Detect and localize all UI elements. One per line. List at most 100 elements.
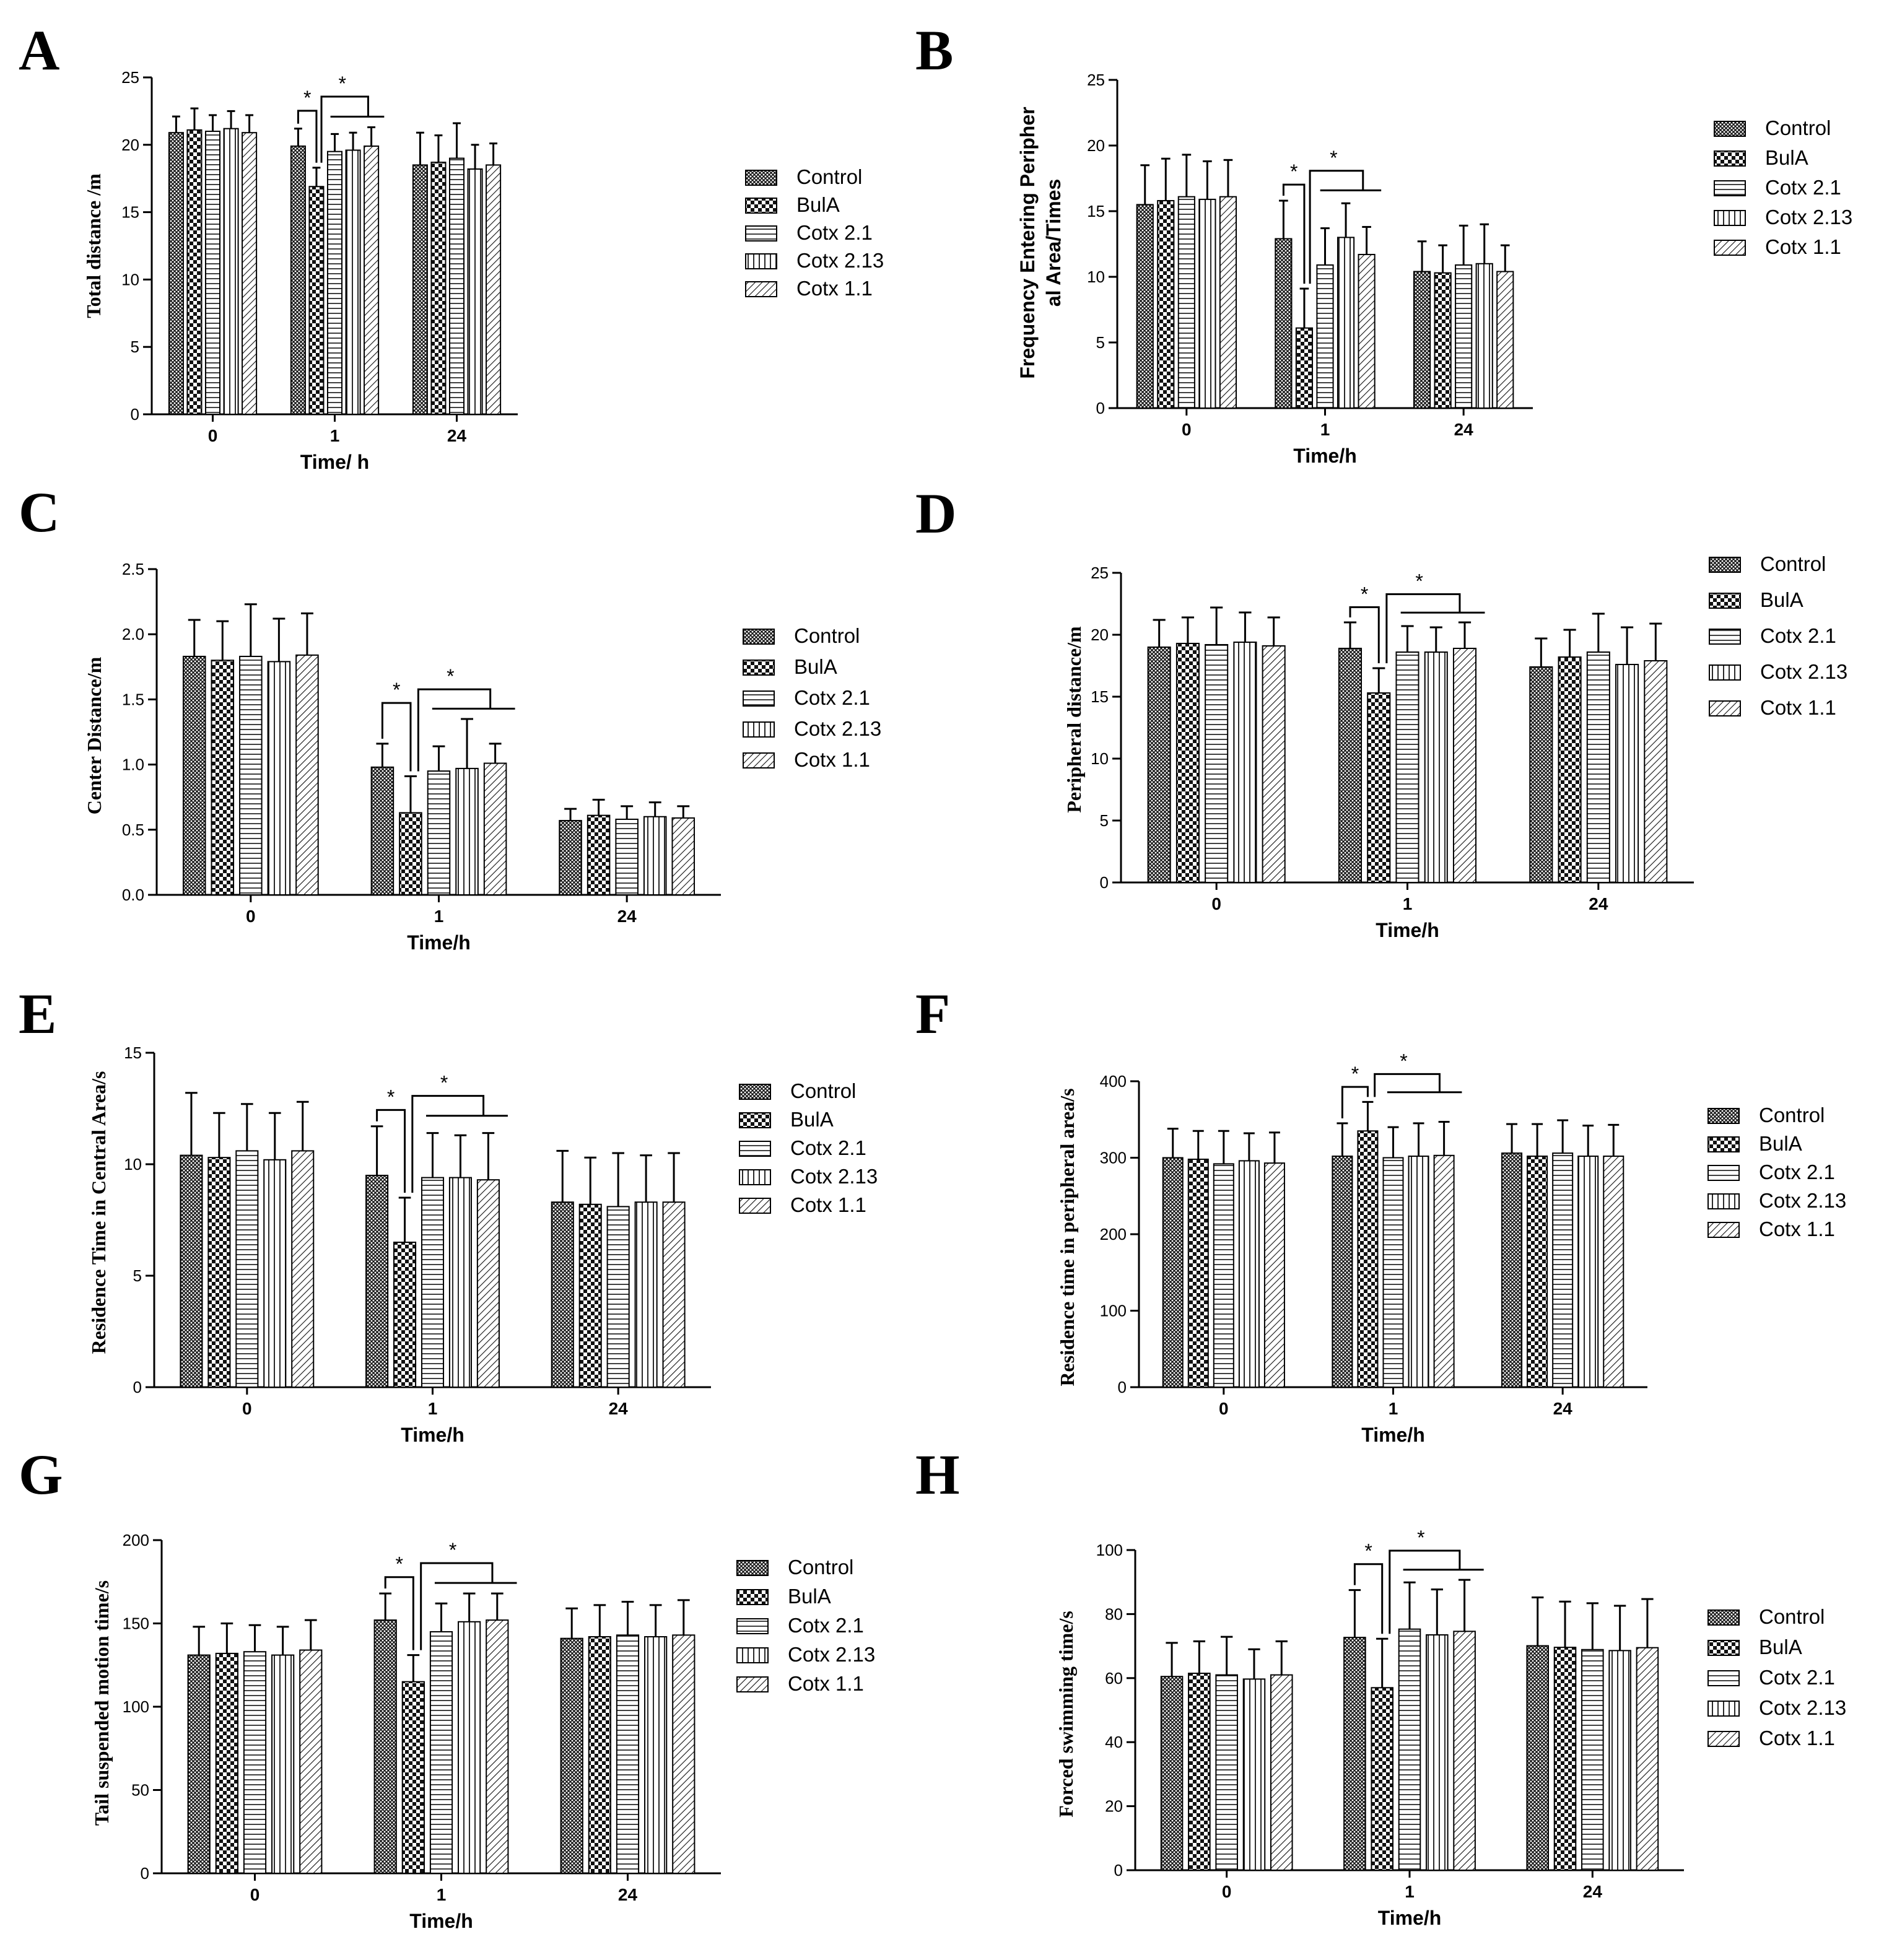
chart-panel-f: F 0 100 200 300 400 0 1 24 * * Time/h Residence time… (915, 982, 1846, 1446)
y-tick-label: 5 (1100, 811, 1109, 830)
significance-bracket-bula-cotx (1374, 1073, 1441, 1097)
panel-letter: H (915, 1443, 960, 1506)
legend-label: Control (796, 165, 862, 188)
legend-swatch (1707, 1640, 1740, 1656)
bar-g-cotx-2-1-t24 (616, 1634, 640, 1875)
bar-e-control-t0 (180, 1154, 203, 1388)
legend-swatch (745, 170, 777, 186)
legend-label: Cotx 1.1 (1760, 696, 1836, 719)
bar-b-cotx-2-13-t24 (1475, 263, 1493, 409)
legend-label: Cotx 2.13 (790, 1165, 878, 1188)
y-axis-label: Frequency Entering Peripher (1016, 107, 1039, 378)
legend-swatch (1709, 664, 1741, 681)
x-tick-label: 0 (1219, 1399, 1229, 1418)
significance-star: * (393, 679, 400, 701)
legend-label: Cotx 2.1 (1760, 624, 1836, 647)
bar-h-cotx-2-1-t1 (1398, 1628, 1421, 1871)
y-tick-label: 100 (123, 1697, 149, 1716)
bar-a-control-t0 (168, 132, 184, 415)
significance-star: * (1290, 160, 1297, 183)
panel-letter: B (915, 19, 953, 82)
bar-a-cotx-1-1-t1 (364, 145, 380, 415)
y-tick-label: 1.5 (122, 690, 144, 708)
bar-h-cotx-1-1-t0 (1270, 1674, 1293, 1871)
bar-d-cotx-2-1-t0 (1205, 644, 1229, 883)
bar-e-cotx-1-1-t24 (662, 1201, 686, 1388)
legend-label: Cotx 1.1 (1765, 235, 1841, 258)
chart-panel-c: C 0.0 0.5 1.0 1.5 2.0 2.5 0 1 24 * * Time/h Center Di… (19, 481, 881, 954)
x-tick-label: 0 (1222, 1882, 1232, 1901)
legend-label: Cotx 1.1 (1759, 1727, 1835, 1749)
bar-d-control-t1 (1338, 648, 1363, 883)
bar-b-cotx-2-1-t0 (1177, 196, 1195, 409)
legend: Control BulA Cotx 2.1 Cotx 2.13 Cotx 1.1 (736, 1556, 875, 1695)
x-axis-label: Time/h (1376, 919, 1439, 941)
bar-e-bula-t0 (207, 1157, 231, 1388)
panel-letter: E (19, 982, 56, 1045)
x-tick-label: 24 (609, 1399, 629, 1418)
y-axis-label: Residence time in peripheral area/s (1056, 1088, 1078, 1386)
x-axis-label: Time/h (1361, 1424, 1425, 1446)
y-tick-label: 50 (131, 1781, 149, 1800)
y-tick-label: 5 (131, 338, 139, 356)
bar-d-cotx-2-1-t1 (1395, 651, 1419, 883)
bar-g-cotx-2-13-t1 (458, 1621, 481, 1875)
x-tick-label: 1 (1320, 420, 1330, 439)
legend-swatch (743, 752, 775, 769)
y-tick-label: 300 (1100, 1149, 1127, 1167)
y-tick-label: 15 (124, 1043, 142, 1062)
bar-d-bula-t24 (1558, 656, 1582, 883)
bar-e-cotx-2-1-t1 (421, 1177, 445, 1388)
x-tick-label: 24 (1454, 420, 1474, 439)
y-tick-label: 0 (1096, 399, 1105, 417)
bar-c-cotx-1-1-t1 (483, 762, 507, 895)
significance-bracket-bula-cotx (411, 1095, 485, 1193)
x-tick-label: 0 (242, 1399, 252, 1418)
panel-letter: C (19, 481, 59, 544)
x-tick-label: 0 (1182, 420, 1192, 439)
bar-f-cotx-1-1-t1 (1433, 1154, 1455, 1388)
bar-g-cotx-1-1-t24 (672, 1634, 696, 1875)
legend-swatch (1709, 593, 1741, 609)
legend-swatch (745, 253, 777, 269)
chart-panel-g: G 0 50 100 150 200 0 1 24 * * Time/h Tail suspended … (19, 1443, 875, 1932)
y-tick-label: 0 (1100, 873, 1109, 892)
bar-b-cotx-1-1-t24 (1496, 271, 1514, 409)
significance-bracket-bula-cotx (1389, 1549, 1461, 1634)
legend-label: Cotx 2.1 (796, 221, 873, 244)
legend-swatch (743, 660, 775, 676)
y-tick-label: 40 (1105, 1733, 1123, 1751)
bar-b-cotx-2-13-t0 (1198, 198, 1216, 409)
bar-e-cotx-2-1-t0 (235, 1150, 259, 1388)
y-tick-label: 150 (123, 1614, 149, 1633)
bar-h-control-t0 (1160, 1676, 1184, 1871)
bar-d-cotx-1-1-t0 (1262, 645, 1286, 883)
legend-label: BulA (1759, 1636, 1802, 1658)
legend-label: BulA (794, 655, 837, 678)
bar-a-cotx-2-1-t0 (204, 131, 221, 415)
bar-h-bula-t1 (1371, 1687, 1393, 1871)
x-axis-label: Time/h (407, 931, 471, 954)
legend-swatch (1707, 1165, 1740, 1181)
legend-label: Cotx 1.1 (1759, 1217, 1835, 1240)
bar-g-cotx-1-1-t0 (299, 1649, 323, 1875)
x-tick-label: 0 (250, 1885, 260, 1904)
bar-e-cotx-2-1-t24 (606, 1206, 630, 1388)
legend-swatch (736, 1676, 769, 1692)
x-tick-label: 24 (1583, 1882, 1603, 1901)
bar-b-cotx-2-1-t1 (1316, 264, 1334, 409)
y-tick-label: 400 (1100, 1072, 1127, 1091)
bar-g-control-t0 (187, 1654, 211, 1875)
legend-swatch (1714, 240, 1746, 256)
legend-label: Cotx 1.1 (790, 1193, 866, 1216)
bar-c-cotx-2-1-t1 (427, 770, 451, 895)
significance-star: * (396, 1553, 403, 1575)
bar-h-cotx-2-13-t1 (1426, 1634, 1449, 1871)
legend-label: Cotx 2.1 (788, 1614, 864, 1637)
bar-a-cotx-2-1-t24 (448, 157, 465, 415)
bar-b-bula-t0 (1157, 200, 1175, 409)
bar-f-control-t24 (1501, 1152, 1523, 1388)
legend-label: Cotx 2.1 (1759, 1666, 1835, 1689)
bar-h-bula-t24 (1553, 1647, 1577, 1871)
